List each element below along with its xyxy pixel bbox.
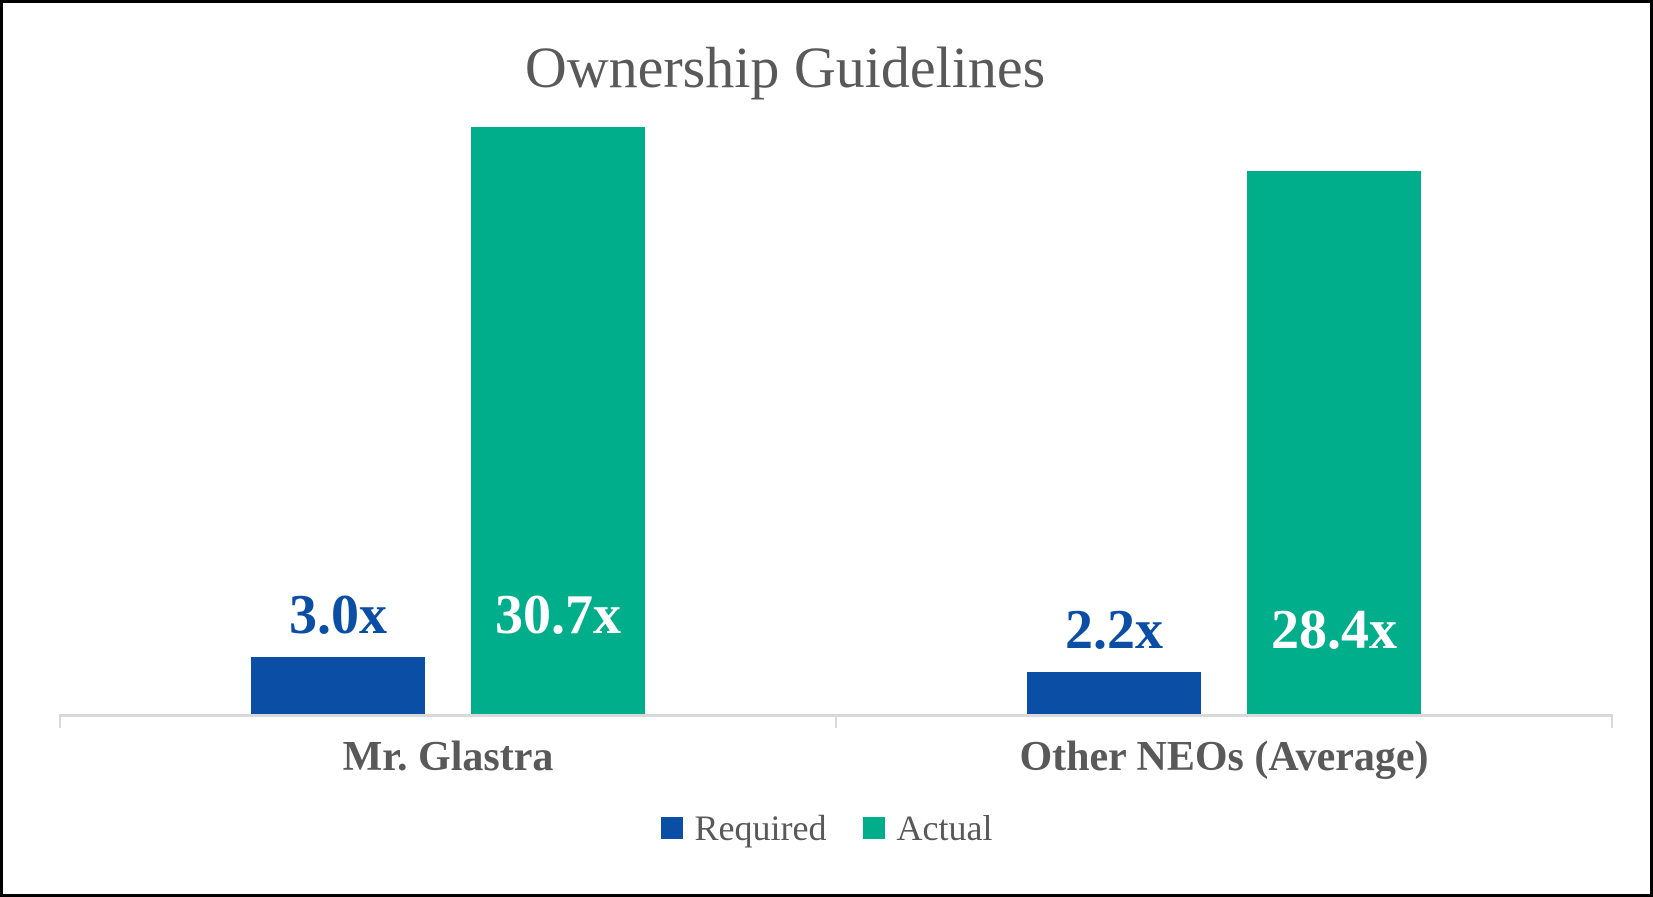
data-label-required-mr-glastra: 3.0x — [289, 584, 387, 646]
chart-title: Ownership Guidelines — [524, 35, 1046, 100]
legend: Required Actual — [0, 806, 1653, 850]
legend-swatch-required — [660, 817, 683, 839]
bar-required-other-neos-average — [1027, 672, 1201, 714]
data-label-actual-mr-glastra: 30.7x — [495, 584, 621, 646]
legend-item-actual: Actual — [862, 808, 993, 848]
x-axis-tick — [1611, 714, 1613, 728]
legend-item-required: Required — [660, 808, 827, 848]
legend-label-actual: Actual — [896, 808, 993, 848]
legend-label-required: Required — [694, 808, 827, 848]
bar-actual-other-neos-average — [1247, 171, 1421, 714]
data-label-actual-other-neos-average: 28.4x — [1271, 599, 1397, 661]
x-axis-label-mr-glastra: Mr. Glastra — [342, 734, 554, 780]
legend-swatch-actual — [862, 817, 885, 839]
data-label-required-other-neos-average: 2.2x — [1065, 599, 1163, 661]
x-axis-label-other-neos-average: Other NEOs (Average) — [1019, 734, 1429, 780]
x-axis-tick — [59, 714, 61, 728]
bar-actual-mr-glastra — [471, 127, 645, 714]
bar-required-mr-glastra — [251, 657, 425, 714]
x-axis-tick — [835, 714, 837, 728]
